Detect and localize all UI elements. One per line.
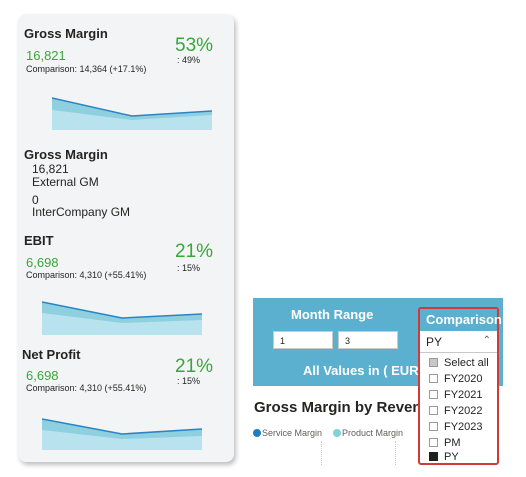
net-profit-comparison: Comparison: 4,310 (+55.41%) xyxy=(26,383,147,393)
net-profit-title: Net Profit xyxy=(22,347,81,362)
external-gm-value: 16,821 xyxy=(32,162,69,176)
gross-margin-breakdown-title: Gross Margin xyxy=(24,147,108,162)
ebit-comparison: Comparison: 4,310 (+55.41%) xyxy=(26,270,147,280)
option-fy2021[interactable]: FY2021 xyxy=(429,389,483,403)
net-profit-value: 6,698 xyxy=(26,368,59,383)
checkbox-icon[interactable] xyxy=(429,452,438,461)
gridline xyxy=(395,441,396,465)
ebit-value: 6,698 xyxy=(26,255,59,270)
sparkline-secondary-area xyxy=(42,313,202,335)
month-from-input[interactable]: 1 xyxy=(273,331,333,349)
option-pm[interactable]: PM xyxy=(429,437,461,451)
comparison-selected-value: PY xyxy=(426,335,443,349)
gross-margin-sub-percent: : 49% xyxy=(177,55,201,65)
checkbox-icon[interactable] xyxy=(429,438,438,447)
month-to-input[interactable]: 3 xyxy=(338,331,398,349)
option-fy2022[interactable]: FY2022 xyxy=(429,405,483,419)
kpi-card-panel: Gross Margin 16,821 Comparison: 14,364 (… xyxy=(18,14,234,462)
gross-margin-value: 16,821 xyxy=(26,48,66,63)
comparison-header-label: Comparison xyxy=(426,312,502,327)
checkbox-icon[interactable] xyxy=(429,358,438,367)
gross-margin-comparison: Comparison: 14,364 (+17.1%) xyxy=(26,64,147,74)
legend-item-product-margin[interactable]: Product Margin xyxy=(333,428,403,438)
net-profit-percent: 21% xyxy=(175,356,214,377)
ebit-sub-percent: : 15% xyxy=(177,263,201,273)
option-label: PM xyxy=(444,437,461,449)
option-fy2023[interactable]: FY2023 xyxy=(429,421,483,435)
checkbox-icon[interactable] xyxy=(429,406,438,415)
option-label: PY xyxy=(444,451,459,463)
ebit-sparkline xyxy=(42,301,202,335)
legend-item-service-margin[interactable]: Service Margin xyxy=(253,428,322,438)
checkbox-icon[interactable] xyxy=(429,390,438,399)
sparkline-secondary-area xyxy=(52,110,212,130)
legend-dot-icon xyxy=(253,429,261,437)
external-gm-label: External GM xyxy=(32,175,99,189)
chart-title: Gross Margin by Reven xyxy=(254,399,422,416)
sparkline-line xyxy=(42,418,202,435)
option-label: FY2021 xyxy=(444,389,483,401)
net-profit-sub-percent: : 15% xyxy=(177,376,201,386)
gross-margin-title: Gross Margin xyxy=(24,26,108,41)
legend-label: Service Margin xyxy=(262,428,323,438)
chevron-up-icon[interactable]: ⌃ xyxy=(482,335,491,346)
checkbox-icon[interactable] xyxy=(429,374,438,383)
comparison-slicer[interactable]: Comparison PY ⌃ Select all FY2020 FY2021… xyxy=(418,307,502,465)
gross-margin-sparkline xyxy=(52,97,212,130)
gridline xyxy=(321,441,322,465)
sparkline-line xyxy=(42,301,202,319)
intercompany-gm-value: 0 xyxy=(32,193,39,207)
option-label: FY2023 xyxy=(444,421,483,433)
checkbox-icon[interactable] xyxy=(429,422,438,431)
sparkline-secondary-area xyxy=(42,430,202,450)
option-label: Select all xyxy=(444,357,489,369)
legend-label: Product Margin xyxy=(342,428,404,438)
month-range-label: Month Range xyxy=(291,307,374,322)
option-label: FY2022 xyxy=(444,405,483,417)
sparkline-line xyxy=(52,97,212,117)
option-py[interactable]: PY xyxy=(429,451,459,465)
option-select-all[interactable]: Select all xyxy=(429,357,489,371)
option-label: FY2020 xyxy=(444,373,483,385)
net-profit-sparkline xyxy=(42,418,202,450)
ebit-percent: 21% xyxy=(175,241,214,262)
option-fy2020[interactable]: FY2020 xyxy=(429,373,483,387)
all-values-label: All Values in ( EUR xyxy=(303,363,419,378)
comparison-select[interactable]: PY ⌃ xyxy=(420,332,497,353)
ebit-title: EBIT xyxy=(24,233,54,248)
gross-margin-percent: 53% xyxy=(175,35,214,56)
intercompany-gm-label: InterCompany GM xyxy=(32,205,131,219)
comparison-header: Comparison xyxy=(420,309,502,331)
legend-dot-icon xyxy=(333,429,341,437)
